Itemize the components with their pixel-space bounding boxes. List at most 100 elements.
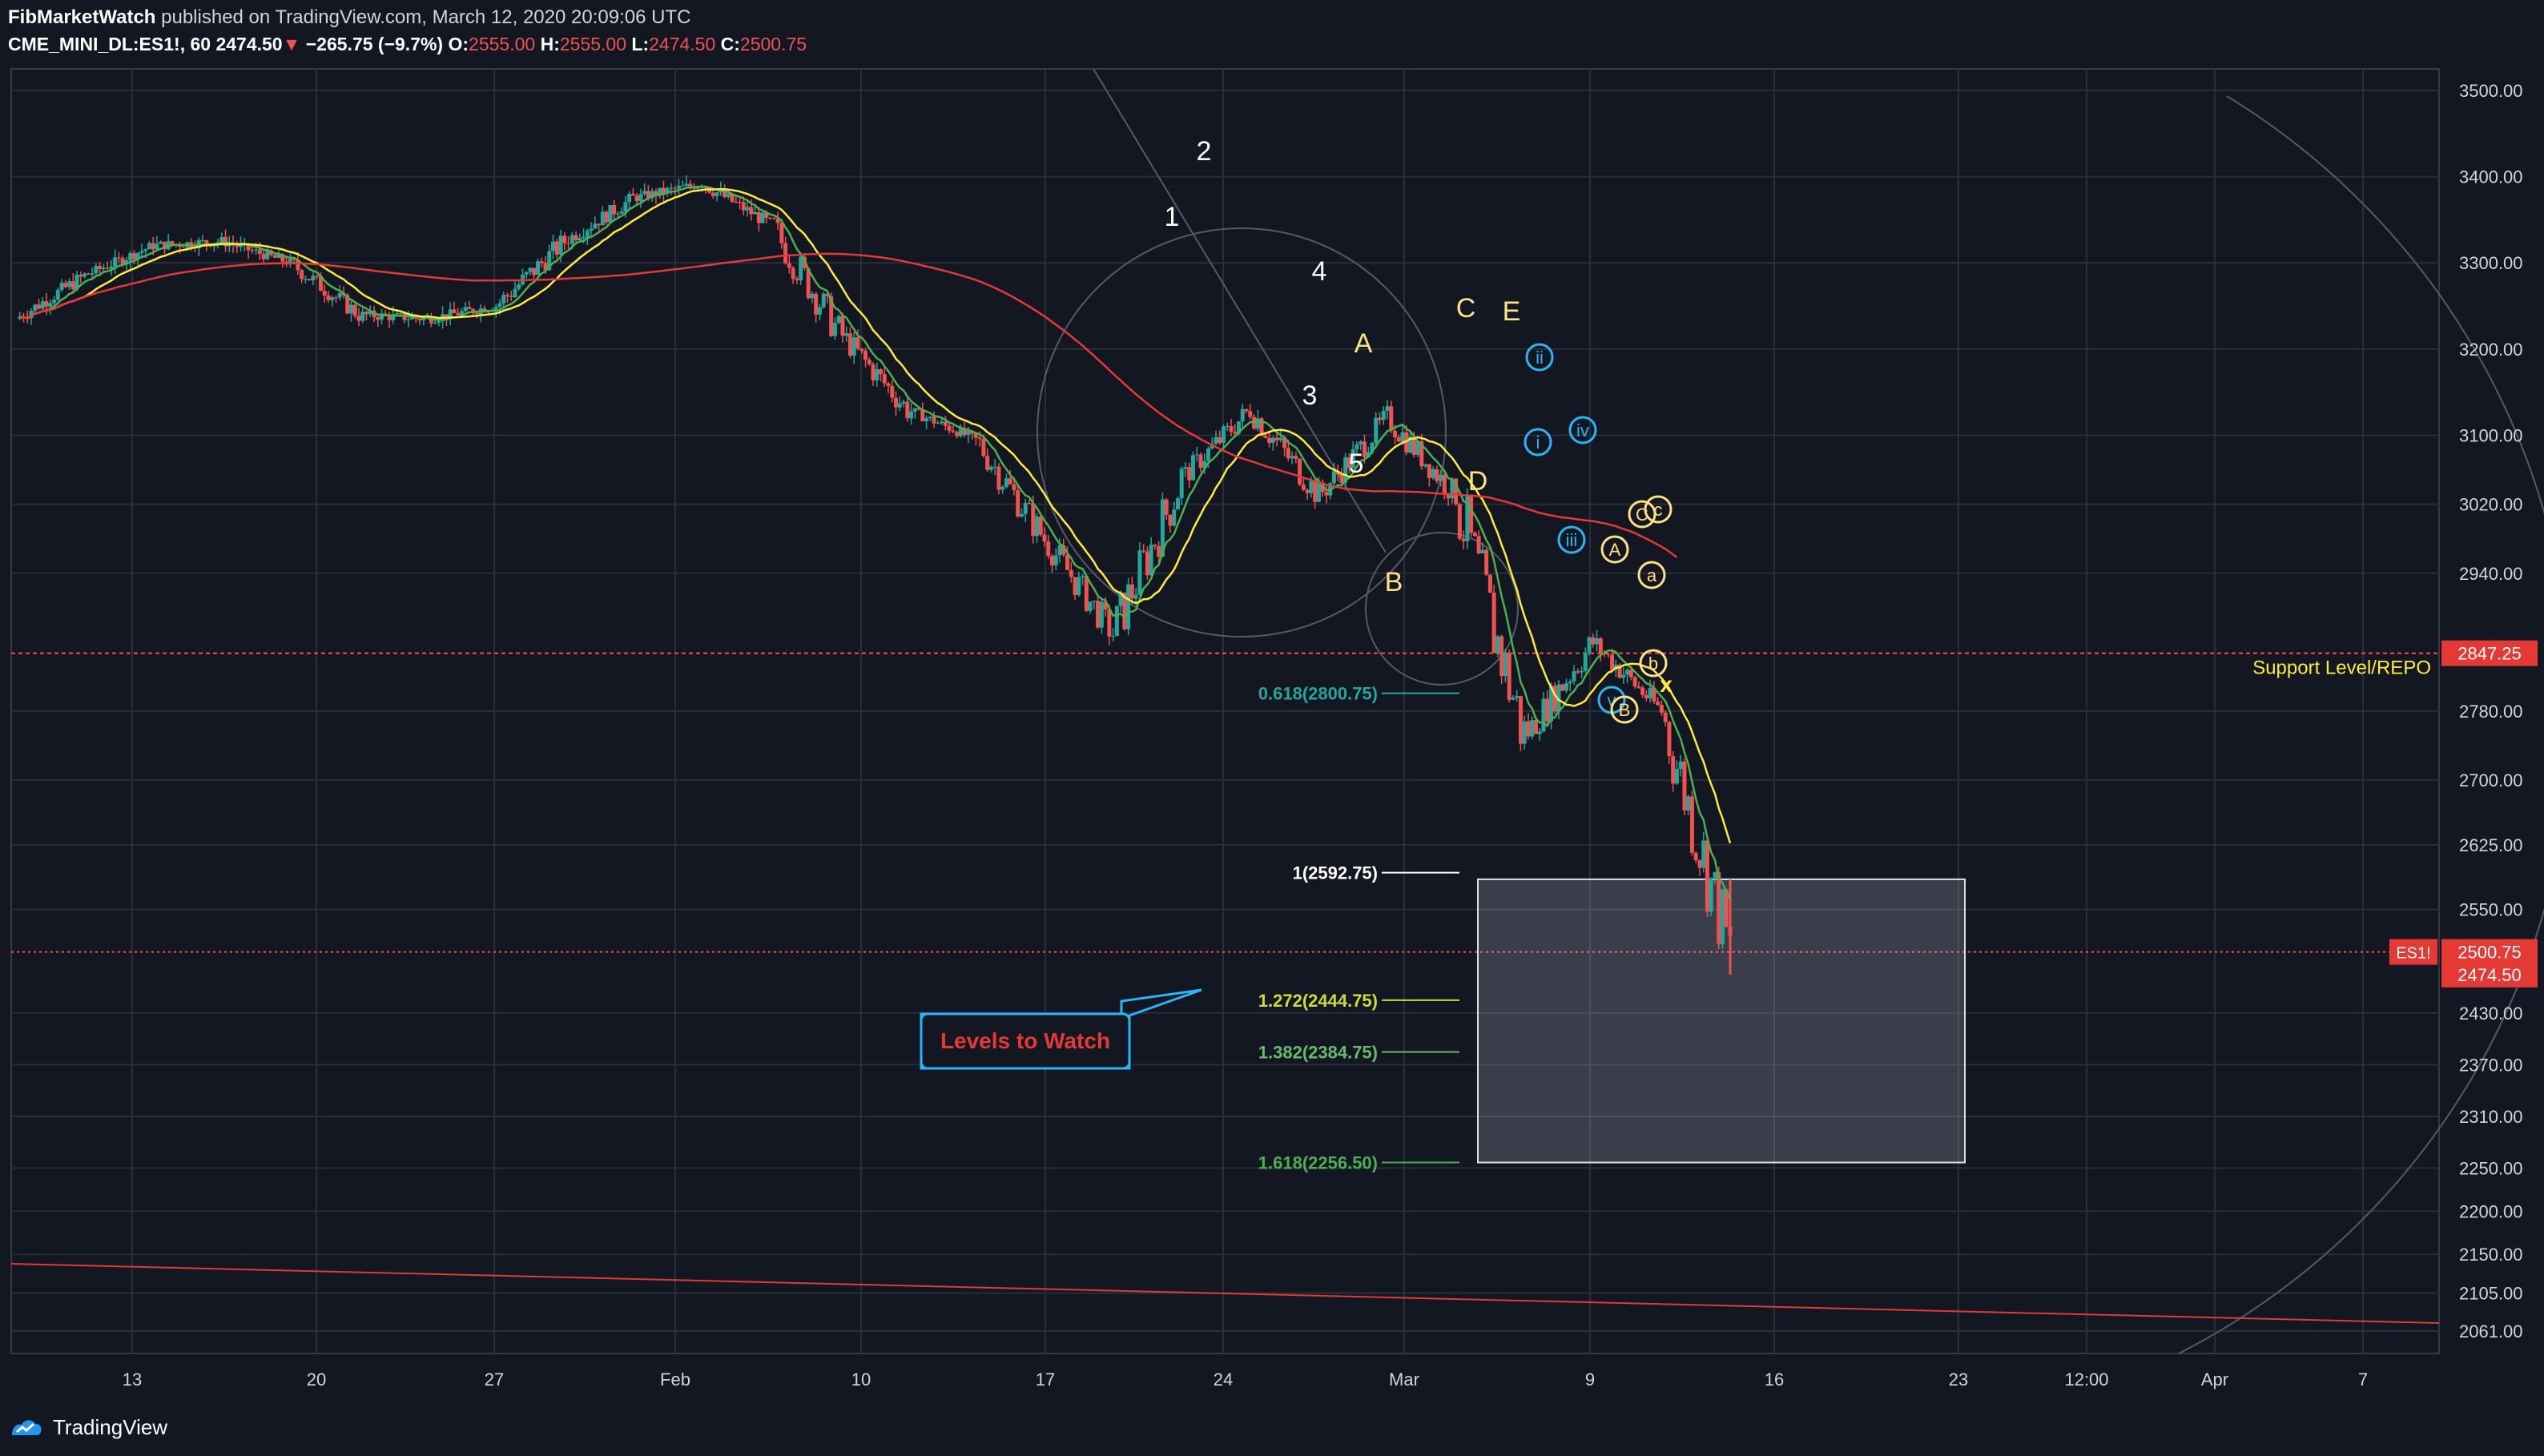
- candle-body: [1168, 514, 1173, 526]
- candle-body: [1362, 441, 1367, 457]
- candle-body: [1511, 698, 1516, 700]
- candle-body: [1000, 486, 1005, 490]
- candle-body: [589, 228, 594, 231]
- candle-body: [1099, 601, 1104, 628]
- candle-body: [1381, 410, 1386, 420]
- candle-body: [1385, 406, 1390, 411]
- candle-body: [162, 241, 167, 250]
- x-tick-label: 24: [1214, 1370, 1233, 1390]
- publish-line: FibMarketWatch published on TradingView.…: [8, 6, 690, 29]
- candle-body: [1270, 437, 1275, 443]
- candle-body: [1427, 464, 1431, 478]
- candle-body: [1175, 497, 1180, 510]
- candle-body: [113, 257, 118, 267]
- candle-body: [101, 267, 106, 270]
- candle-body: [593, 223, 598, 229]
- candle-body: [1133, 594, 1138, 599]
- candle-body: [1004, 478, 1008, 487]
- candle-body: [1701, 840, 1706, 868]
- candle-body: [288, 258, 292, 265]
- wave-label-circle: [1610, 695, 1639, 724]
- candle-body: [673, 187, 678, 189]
- candle-body: [147, 243, 151, 250]
- candle-body: [1206, 448, 1210, 461]
- candle-body: [825, 293, 830, 296]
- wave-label: b: [1648, 654, 1658, 674]
- candle-body: [1225, 425, 1230, 427]
- wave-label: iii: [1566, 530, 1578, 550]
- candle-body: [1214, 437, 1218, 444]
- candle-body: [1065, 554, 1070, 570]
- candle-body: [1073, 577, 1077, 595]
- candle-body: [1580, 670, 1584, 673]
- candle-body: [894, 397, 899, 408]
- candle-body: [1446, 493, 1451, 499]
- wave-label: A: [1609, 540, 1621, 560]
- candle-body: [1693, 852, 1698, 861]
- candle-body: [1137, 550, 1142, 595]
- wave-label-circle: [1639, 649, 1668, 678]
- y-tick-label: 3020.00: [2459, 495, 2523, 515]
- fib-circle-arc: [1037, 227, 1447, 638]
- candle-body: [771, 218, 776, 219]
- candle-body: [1023, 503, 1028, 514]
- candle-body: [1625, 670, 1630, 675]
- candle-body: [109, 266, 114, 269]
- candle-body: [444, 314, 449, 320]
- x-tick-label: 27: [485, 1370, 504, 1390]
- candle-body: [1267, 437, 1272, 443]
- wave-label: C: [1636, 505, 1648, 525]
- candle-body: [1164, 499, 1169, 515]
- candle-body: [1435, 469, 1439, 481]
- candle-body: [337, 293, 342, 298]
- candle-body: [493, 307, 498, 311]
- candle-body: [326, 295, 331, 300]
- candle-body: [795, 279, 799, 281]
- candle-body: [951, 430, 956, 432]
- close-label: C:: [720, 34, 740, 54]
- candle-body: [1697, 860, 1702, 868]
- candle-body: [966, 431, 971, 435]
- candle-body: [1008, 478, 1012, 485]
- callout-text: Levels to Watch: [940, 1028, 1110, 1053]
- candle-body: [1331, 471, 1336, 484]
- candle-body: [1678, 761, 1683, 770]
- candle-body: [654, 191, 658, 196]
- candle-body: [1595, 638, 1600, 645]
- tradingview-logo-icon[interactable]: [10, 1416, 43, 1438]
- candle-body: [1057, 545, 1062, 556]
- candle-body: [988, 466, 993, 470]
- y-tick-label: 3200.00: [2459, 340, 2523, 360]
- candle-body: [1560, 684, 1565, 691]
- candle-body: [1389, 406, 1394, 431]
- candle-body: [131, 253, 136, 259]
- low-price-tag: [2441, 963, 2538, 987]
- candle-body: [996, 466, 1001, 490]
- candle-body: [1316, 482, 1321, 502]
- candle-body: [947, 425, 952, 431]
- candle-body: [1172, 509, 1177, 526]
- candle-body: [1194, 454, 1199, 456]
- candle-body: [322, 291, 327, 296]
- candle-body: [456, 313, 461, 316]
- tradingview-brand[interactable]: TradingView: [53, 1414, 168, 1439]
- candle-body: [1298, 459, 1302, 485]
- author-name[interactable]: FibMarketWatch: [8, 6, 156, 28]
- candle-body: [330, 297, 335, 300]
- candle-body: [272, 255, 277, 258]
- candle-body: [871, 364, 876, 380]
- candle-body: [52, 300, 57, 304]
- wave-label: v: [1608, 690, 1616, 710]
- candle-body: [936, 423, 940, 424]
- candle-body: [200, 239, 205, 241]
- ticker-tag: [2389, 939, 2437, 965]
- candle-body: [1233, 432, 1238, 434]
- candle-body: [44, 301, 49, 307]
- candle-body: [756, 211, 761, 223]
- candle-body: [1183, 467, 1188, 469]
- candle-body: [1598, 638, 1603, 654]
- y-tick-label: 3500.00: [2459, 81, 2523, 101]
- candle-body: [1255, 418, 1260, 429]
